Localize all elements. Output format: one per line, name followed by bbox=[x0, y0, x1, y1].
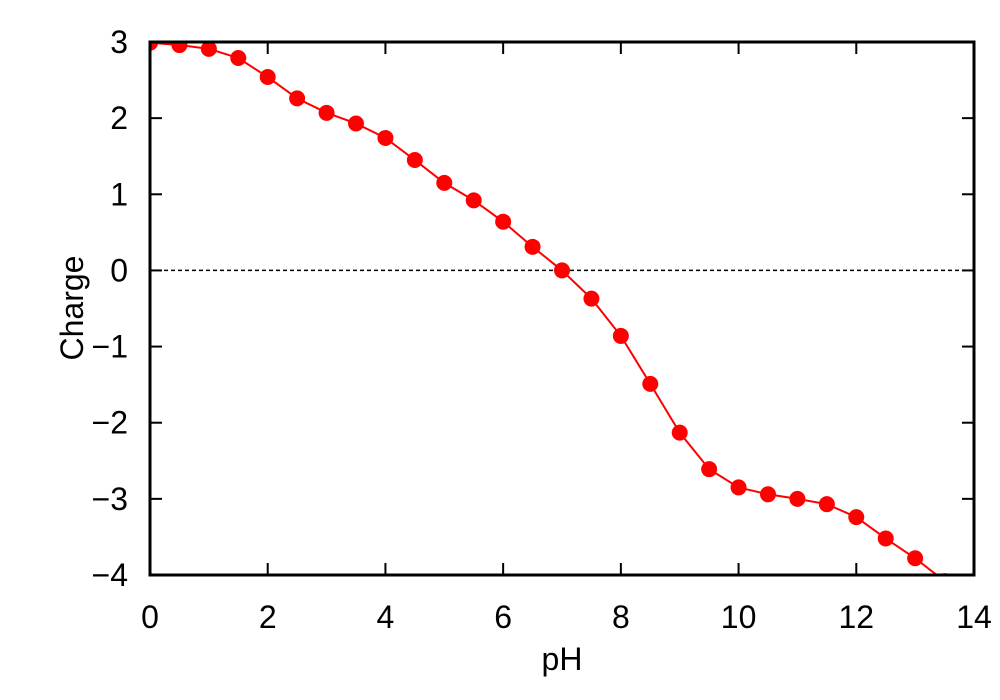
data-point bbox=[877, 530, 894, 547]
data-point bbox=[701, 461, 718, 478]
x-tick-label: 10 bbox=[721, 599, 757, 635]
data-point bbox=[150, 42, 158, 51]
data-point bbox=[406, 152, 423, 169]
data-point bbox=[465, 192, 482, 209]
y-tick-label: 1 bbox=[110, 176, 128, 212]
x-tick-label: 8 bbox=[612, 599, 630, 635]
data-point bbox=[436, 174, 453, 191]
data-point bbox=[730, 479, 747, 496]
data-point bbox=[318, 104, 335, 121]
data-point bbox=[612, 327, 629, 344]
plot-frame bbox=[148, 40, 976, 577]
data-point bbox=[760, 486, 776, 503]
x-tick-label: 4 bbox=[377, 599, 395, 635]
data-point bbox=[495, 213, 512, 230]
data-point bbox=[348, 115, 364, 132]
x-tick-label: 14 bbox=[956, 599, 992, 635]
data-point bbox=[377, 129, 394, 146]
data-point bbox=[200, 42, 217, 57]
data-point bbox=[171, 42, 188, 54]
data-point bbox=[671, 424, 688, 441]
data-point bbox=[583, 290, 600, 307]
y-axis-label: Charge bbox=[54, 256, 90, 361]
data-point bbox=[848, 509, 865, 526]
data-point bbox=[230, 49, 247, 66]
x-axis-label: pH bbox=[542, 641, 583, 677]
series-line bbox=[150, 42, 939, 575]
y-tick-label: 0 bbox=[110, 252, 128, 288]
x-tick-label: 6 bbox=[494, 599, 512, 635]
y-tick-label: −4 bbox=[92, 557, 128, 593]
ticks-layer bbox=[149, 41, 975, 576]
data-point bbox=[818, 496, 835, 513]
data-point bbox=[259, 69, 276, 86]
x-tick-label: 2 bbox=[259, 599, 277, 635]
y-tick-label: 2 bbox=[110, 100, 128, 136]
series-layer bbox=[150, 42, 950, 575]
data-point bbox=[554, 262, 570, 279]
data-point bbox=[907, 550, 924, 567]
data-point bbox=[789, 490, 806, 507]
data-point bbox=[524, 238, 541, 255]
y-tick-label: −2 bbox=[92, 405, 128, 441]
y-tick-label: −1 bbox=[92, 329, 128, 365]
x-tick-label: 12 bbox=[838, 599, 874, 635]
data-point bbox=[289, 90, 306, 107]
y-tick-label: −3 bbox=[92, 481, 128, 517]
y-tick-label: 3 bbox=[110, 24, 128, 60]
x-tick-label: 0 bbox=[141, 599, 159, 635]
data-point bbox=[642, 375, 659, 392]
